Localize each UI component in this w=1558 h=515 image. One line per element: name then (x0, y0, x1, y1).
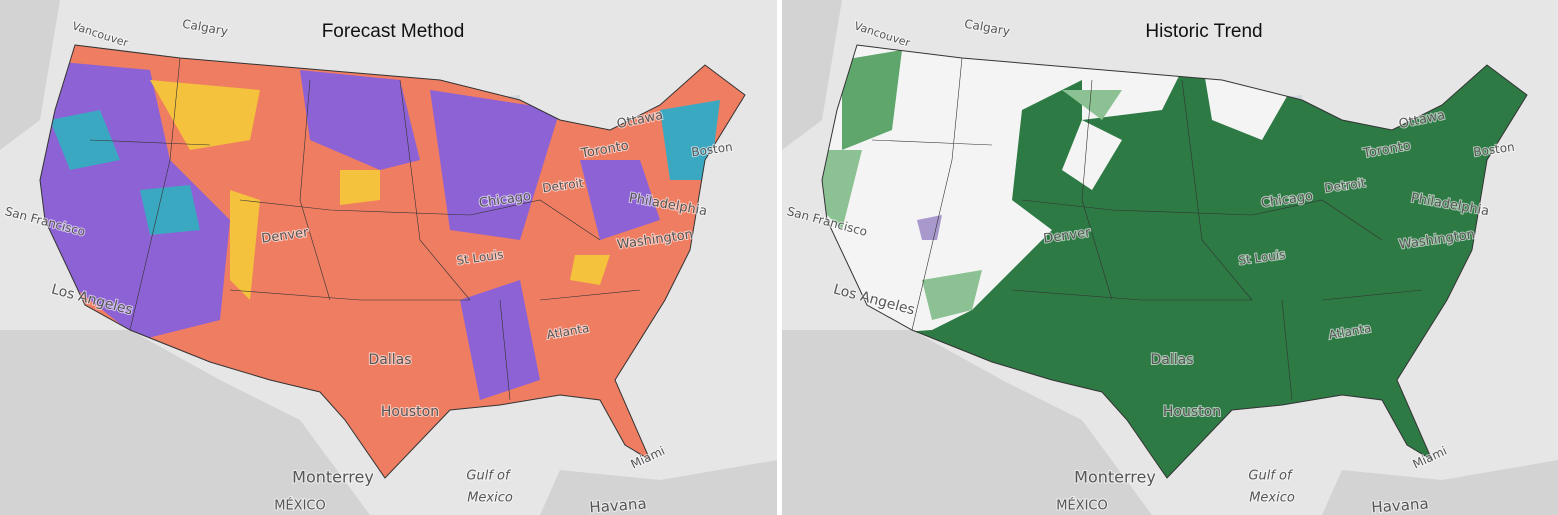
divider (777, 0, 782, 515)
panel-title: Historic Trend (1145, 21, 1262, 42)
place-label: Gulf of (466, 469, 512, 484)
place-label: Gulf of (1248, 469, 1294, 484)
us-outline (39, 44, 746, 479)
place-label: Mexico (467, 491, 513, 506)
place-label: Detroit (541, 176, 584, 196)
state-borders (871, 57, 1423, 401)
place-label: Monterrey (292, 468, 374, 487)
place-label: Detroit (1323, 176, 1366, 196)
place-label: MÉXICO (1056, 498, 1107, 514)
place-label: MÉXICO (274, 498, 325, 514)
panel-title: Forecast Method (322, 21, 465, 42)
place-label: Dallas (1150, 352, 1193, 368)
place-label: Boston (1472, 140, 1515, 160)
place-label: Houston (1163, 404, 1221, 420)
place-label: Monterrey (1074, 468, 1156, 487)
place-label: Boston (690, 140, 733, 160)
place-label: Havana (589, 495, 647, 515)
map-panel: Historic Trend Vancouver CalgaryOttawaTor… (782, 0, 1558, 515)
place-label: Havana (1371, 495, 1429, 515)
land-background (0, 0, 777, 515)
land-background (782, 0, 1558, 515)
map-panel: Forecast Method Vancouver CalgaryOttawaTo… (0, 0, 777, 515)
us-outline (821, 44, 1528, 479)
place-label: Mexico (1249, 491, 1295, 506)
place-label: Houston (381, 404, 439, 420)
state-borders (89, 57, 641, 401)
place-label: Dallas (368, 352, 411, 368)
